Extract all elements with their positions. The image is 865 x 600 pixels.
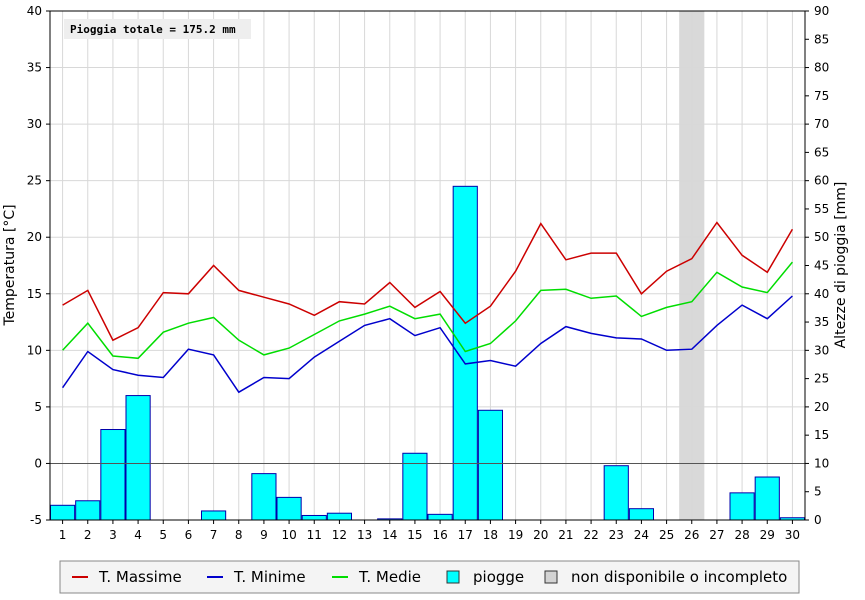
right-tick-label: 70: [814, 117, 829, 131]
x-tick-label: 9: [260, 528, 268, 542]
right-tick-label: 30: [814, 343, 829, 357]
x-tick-label: 23: [609, 528, 624, 542]
x-tick-label: 15: [407, 528, 422, 542]
right-tick-label: 35: [814, 315, 829, 329]
right-tick-label: 15: [814, 428, 829, 442]
right-tick-label: 55: [814, 202, 829, 216]
x-tick-label: 16: [432, 528, 447, 542]
right-tick-label: 25: [814, 372, 829, 386]
right-tick-label: 10: [814, 456, 829, 470]
x-tick-label: 2: [84, 528, 92, 542]
right-tick-label: 90: [814, 4, 829, 18]
series-line-t-minime: [61, 295, 793, 394]
rain-bar: [100, 429, 126, 521]
x-tick-label: 4: [134, 528, 142, 542]
rain-bar: [628, 508, 654, 521]
legend-swatch: [544, 570, 558, 584]
left-tick-label: 40: [27, 4, 42, 18]
x-tick-label: 22: [583, 528, 598, 542]
annotation-box: [64, 19, 251, 39]
x-tick-label: 13: [357, 528, 372, 542]
x-tick-label: 7: [210, 528, 218, 542]
x-tick-label: 21: [558, 528, 573, 542]
right-tick-label: 20: [814, 400, 829, 414]
x-tick-label: 20: [533, 528, 548, 542]
rain-bar: [402, 452, 428, 521]
rain-bar: [326, 512, 353, 521]
x-tick-label: 30: [785, 528, 800, 542]
rain-bar: [301, 514, 327, 521]
right-tick-label: 0: [814, 513, 822, 527]
left-tick-label: 35: [27, 61, 42, 75]
right-tick-label: 85: [814, 32, 829, 46]
series-line-t-medie: [62, 261, 793, 360]
right-tick-label: 80: [814, 61, 829, 75]
x-tick-label: 3: [109, 528, 117, 542]
left-tick-label: -5: [30, 513, 42, 527]
right-tick-label: 50: [814, 230, 829, 244]
x-tick-label: 11: [307, 528, 322, 542]
rain-bar: [452, 185, 478, 521]
right-tick-label: 40: [814, 287, 829, 301]
left-tick-label: 0: [34, 456, 42, 470]
x-tick-label: 27: [709, 528, 724, 542]
x-tick-label: 25: [659, 528, 674, 542]
x-tick-label: 14: [382, 528, 397, 542]
rain-bar: [754, 476, 780, 521]
x-tick-label: 18: [483, 528, 498, 542]
x-tick-label: 12: [332, 528, 347, 542]
x-tick-label: 10: [281, 528, 296, 542]
rain-bar: [276, 496, 302, 521]
left-tick-label: 5: [34, 400, 42, 414]
left-axis-title: Temperatura [°C]: [2, 204, 18, 326]
x-tick-label: 29: [760, 528, 775, 542]
left-tick-label: 25: [27, 174, 42, 188]
x-tick-label: 19: [508, 528, 523, 542]
legend-label: piogge: [473, 568, 524, 586]
x-tick-label: 8: [235, 528, 243, 542]
series-line-t-massime: [62, 221, 794, 342]
rain-bar: [477, 409, 504, 521]
right-tick-label: 60: [814, 174, 829, 188]
rain-bar: [729, 492, 755, 521]
rain-bar: [603, 465, 629, 521]
right-tick-label: 45: [814, 259, 829, 273]
legend-label: T. Massime: [98, 568, 182, 586]
x-tick-label: 5: [159, 528, 167, 542]
rain-bar: [251, 473, 277, 521]
total-rain-annotation: Pioggia totale = 175.2 mm: [70, 23, 236, 36]
right-tick-label: 75: [814, 89, 829, 103]
legend-swatch: [446, 570, 460, 584]
x-tick-label: 6: [185, 528, 193, 542]
legend-label: T. Medie: [358, 568, 421, 586]
legend-label: T. Minime: [233, 568, 306, 586]
right-axis-title: Altezze di pioggia [mm]: [833, 182, 849, 349]
rain-bar: [427, 513, 453, 521]
legend: T. Massime T. Minime T. Medie piogge non dis…: [59, 560, 800, 594]
right-tick-label: 65: [814, 145, 829, 159]
left-tick-label: 15: [27, 287, 42, 301]
left-tick-label: 30: [27, 117, 42, 131]
legend-box: [59, 560, 800, 594]
x-tick-label: 26: [684, 528, 699, 542]
legend-label: non disponibile o incompleto: [571, 568, 787, 586]
x-tick-label: 24: [634, 528, 649, 542]
left-tick-label: 10: [27, 343, 42, 357]
right-tick-label: 5: [814, 485, 822, 499]
x-tick-label: 1: [59, 528, 67, 542]
rain-bar: [201, 510, 227, 521]
x-tick-label: 17: [458, 528, 473, 542]
rain-bar: [75, 500, 101, 521]
x-tick-label: 28: [734, 528, 749, 542]
rain-bar: [125, 395, 151, 521]
left-tick-label: 20: [27, 230, 42, 244]
rain-bar: [50, 504, 76, 521]
